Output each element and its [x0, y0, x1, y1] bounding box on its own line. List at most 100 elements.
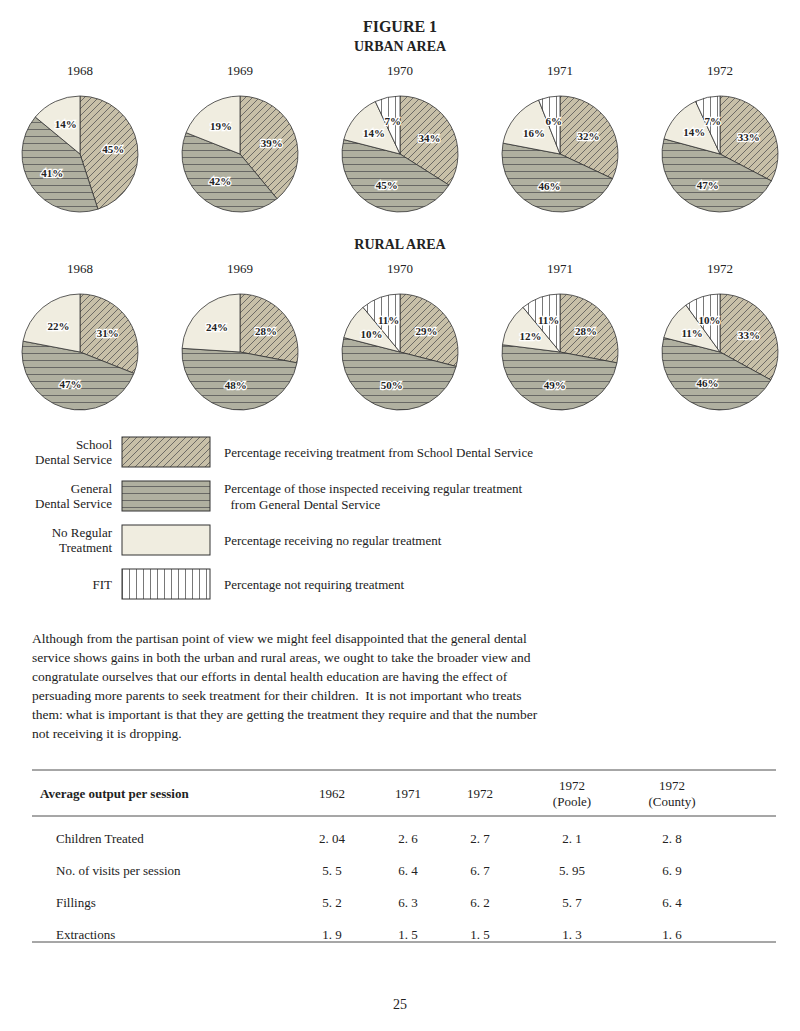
data-label-line: 24%	[206, 321, 228, 333]
data-label-line: 32%	[577, 130, 599, 142]
data-label-line: 33%	[738, 329, 760, 341]
figure-title-line: FIGURE 1	[363, 18, 437, 35]
legend-label-line: Dental Service	[35, 496, 112, 511]
chart-title: URBAN AREA	[354, 39, 447, 54]
data-label-line: 19%	[210, 120, 232, 132]
data-label-line: 10%	[361, 328, 383, 340]
table-cell-line: 2. 6	[398, 831, 418, 846]
table-cell-line: 5. 95	[559, 863, 585, 878]
legend-description: Percentage not requiring treatment	[224, 577, 405, 592]
table-cell: 2. 6	[398, 831, 418, 846]
table-row-label: Extractions	[56, 927, 115, 942]
table-row-label-line: No. of visits per session	[56, 863, 181, 878]
data-label-line: 50%	[381, 379, 403, 391]
table-cell: 5. 5	[322, 863, 342, 878]
paragraph-line-line: them: what is important is that they are…	[32, 707, 538, 722]
pie-slice	[35, 96, 80, 154]
data-label: 28%	[255, 325, 277, 337]
data-label-line: 6%	[545, 115, 562, 127]
data-label-line: 46%	[697, 377, 719, 389]
data-label: 12%	[520, 330, 542, 342]
pie-chart: URBAN AREA196845%41%14%196939%42%19%1970…	[22, 39, 778, 213]
paragraph: Although from the partisan point of view…	[32, 631, 538, 741]
table-cell: 1. 6	[662, 927, 682, 942]
data-label-line: 14%	[363, 127, 385, 139]
data-label-line: 22%	[48, 320, 70, 332]
pie-slice	[686, 294, 720, 352]
table-cell: 2. 04	[319, 831, 346, 846]
data-label: 10%	[699, 314, 721, 326]
page-number: 25	[393, 997, 407, 1012]
pie-slice	[502, 345, 617, 410]
paragraph-line-line: Although from the partisan point of view…	[32, 631, 527, 646]
table-column-header-line: 1962	[319, 786, 345, 801]
data-label: 46%	[697, 377, 719, 389]
paragraph-line: Although from the partisan point of view…	[32, 631, 527, 646]
pie-slice	[23, 294, 80, 352]
legend-swatch	[122, 481, 210, 511]
table-cell: 1. 3	[562, 927, 582, 942]
data-label-line: 11%	[378, 314, 399, 326]
legend-label-line: No Regular	[52, 525, 113, 540]
pie-slice	[696, 96, 720, 154]
table-column-header-line: (County)	[649, 794, 696, 809]
data-label: 45%	[102, 143, 124, 155]
data-label-line: 46%	[539, 180, 561, 192]
data-label-line: 42%	[209, 175, 231, 187]
legend-label-line: Dental Service	[35, 452, 112, 467]
table-rule	[32, 816, 776, 817]
legend-description-line: Percentage receiving treatment from Scho…	[224, 445, 533, 460]
year-label-line: 1972	[707, 261, 733, 276]
data-label: 34%	[418, 132, 440, 144]
table-cell: 6. 7	[470, 863, 490, 878]
legend-label-line: FIT	[93, 577, 113, 592]
data-label: 50%	[381, 379, 403, 391]
data-label: 7%	[704, 115, 721, 127]
paragraph-line: service shows gains in both the urban an…	[32, 650, 531, 665]
data-label-line: 14%	[55, 118, 77, 130]
data-label: 33%	[738, 131, 760, 143]
pie-slice	[182, 294, 240, 352]
year-label-line: 1969	[227, 63, 253, 78]
table-header-line: Average output per session	[40, 786, 189, 801]
data-label-line: 7%	[384, 115, 401, 127]
legend-label: GeneralDental Service	[35, 481, 112, 511]
table-cell-line: 6. 2	[470, 895, 490, 910]
data-label-line: 28%	[255, 325, 277, 337]
table-column-header-line: 1972	[659, 778, 685, 793]
paragraph-line-line: not receiving it is dropping.	[32, 726, 182, 741]
table-cell: 2. 8	[662, 831, 682, 846]
year-label: 1969	[227, 261, 253, 276]
legend-description: Percentage of those inspected receiving …	[224, 481, 523, 512]
table-row-label-line: Children Treated	[56, 831, 144, 846]
data-label: 11%	[378, 314, 399, 326]
table-cell-line: 1. 5	[398, 927, 418, 942]
table-row-label: No. of visits per session	[56, 863, 181, 878]
table-column-header-line: 1971	[395, 786, 421, 801]
legend-swatch	[122, 569, 210, 599]
data-label: 10%	[361, 328, 383, 340]
table-cell: 6. 3	[398, 895, 418, 910]
table-column-header: 1972(Poole)	[553, 778, 591, 809]
legend-description-line: Percentage of those inspected receiving …	[224, 481, 523, 496]
legend-swatch	[122, 437, 210, 467]
table-cell: 6. 9	[662, 863, 682, 878]
legend-label: No RegularTreatment	[52, 525, 113, 555]
table-cell: 5. 2	[322, 895, 342, 910]
data-label: 47%	[60, 378, 82, 390]
table-cell: 6. 4	[662, 895, 682, 910]
table-cell-line: 1. 9	[322, 927, 342, 942]
table-cell: 5. 7	[562, 895, 582, 910]
table-cell: 6. 4	[398, 863, 418, 878]
background	[0, 0, 800, 1031]
table-cell-line: 2. 04	[319, 831, 346, 846]
data-label: 33%	[738, 329, 760, 341]
data-label: 6%	[545, 115, 562, 127]
table-cell: 1. 5	[470, 927, 490, 942]
legend-description: Percentage receiving no regular treatmen…	[224, 533, 442, 548]
year-label: 1968	[67, 63, 93, 78]
chart-title-line: RURAL AREA	[354, 237, 446, 252]
data-label-line: 34%	[418, 132, 440, 144]
data-label: 45%	[376, 179, 398, 191]
data-label: 14%	[55, 118, 77, 130]
